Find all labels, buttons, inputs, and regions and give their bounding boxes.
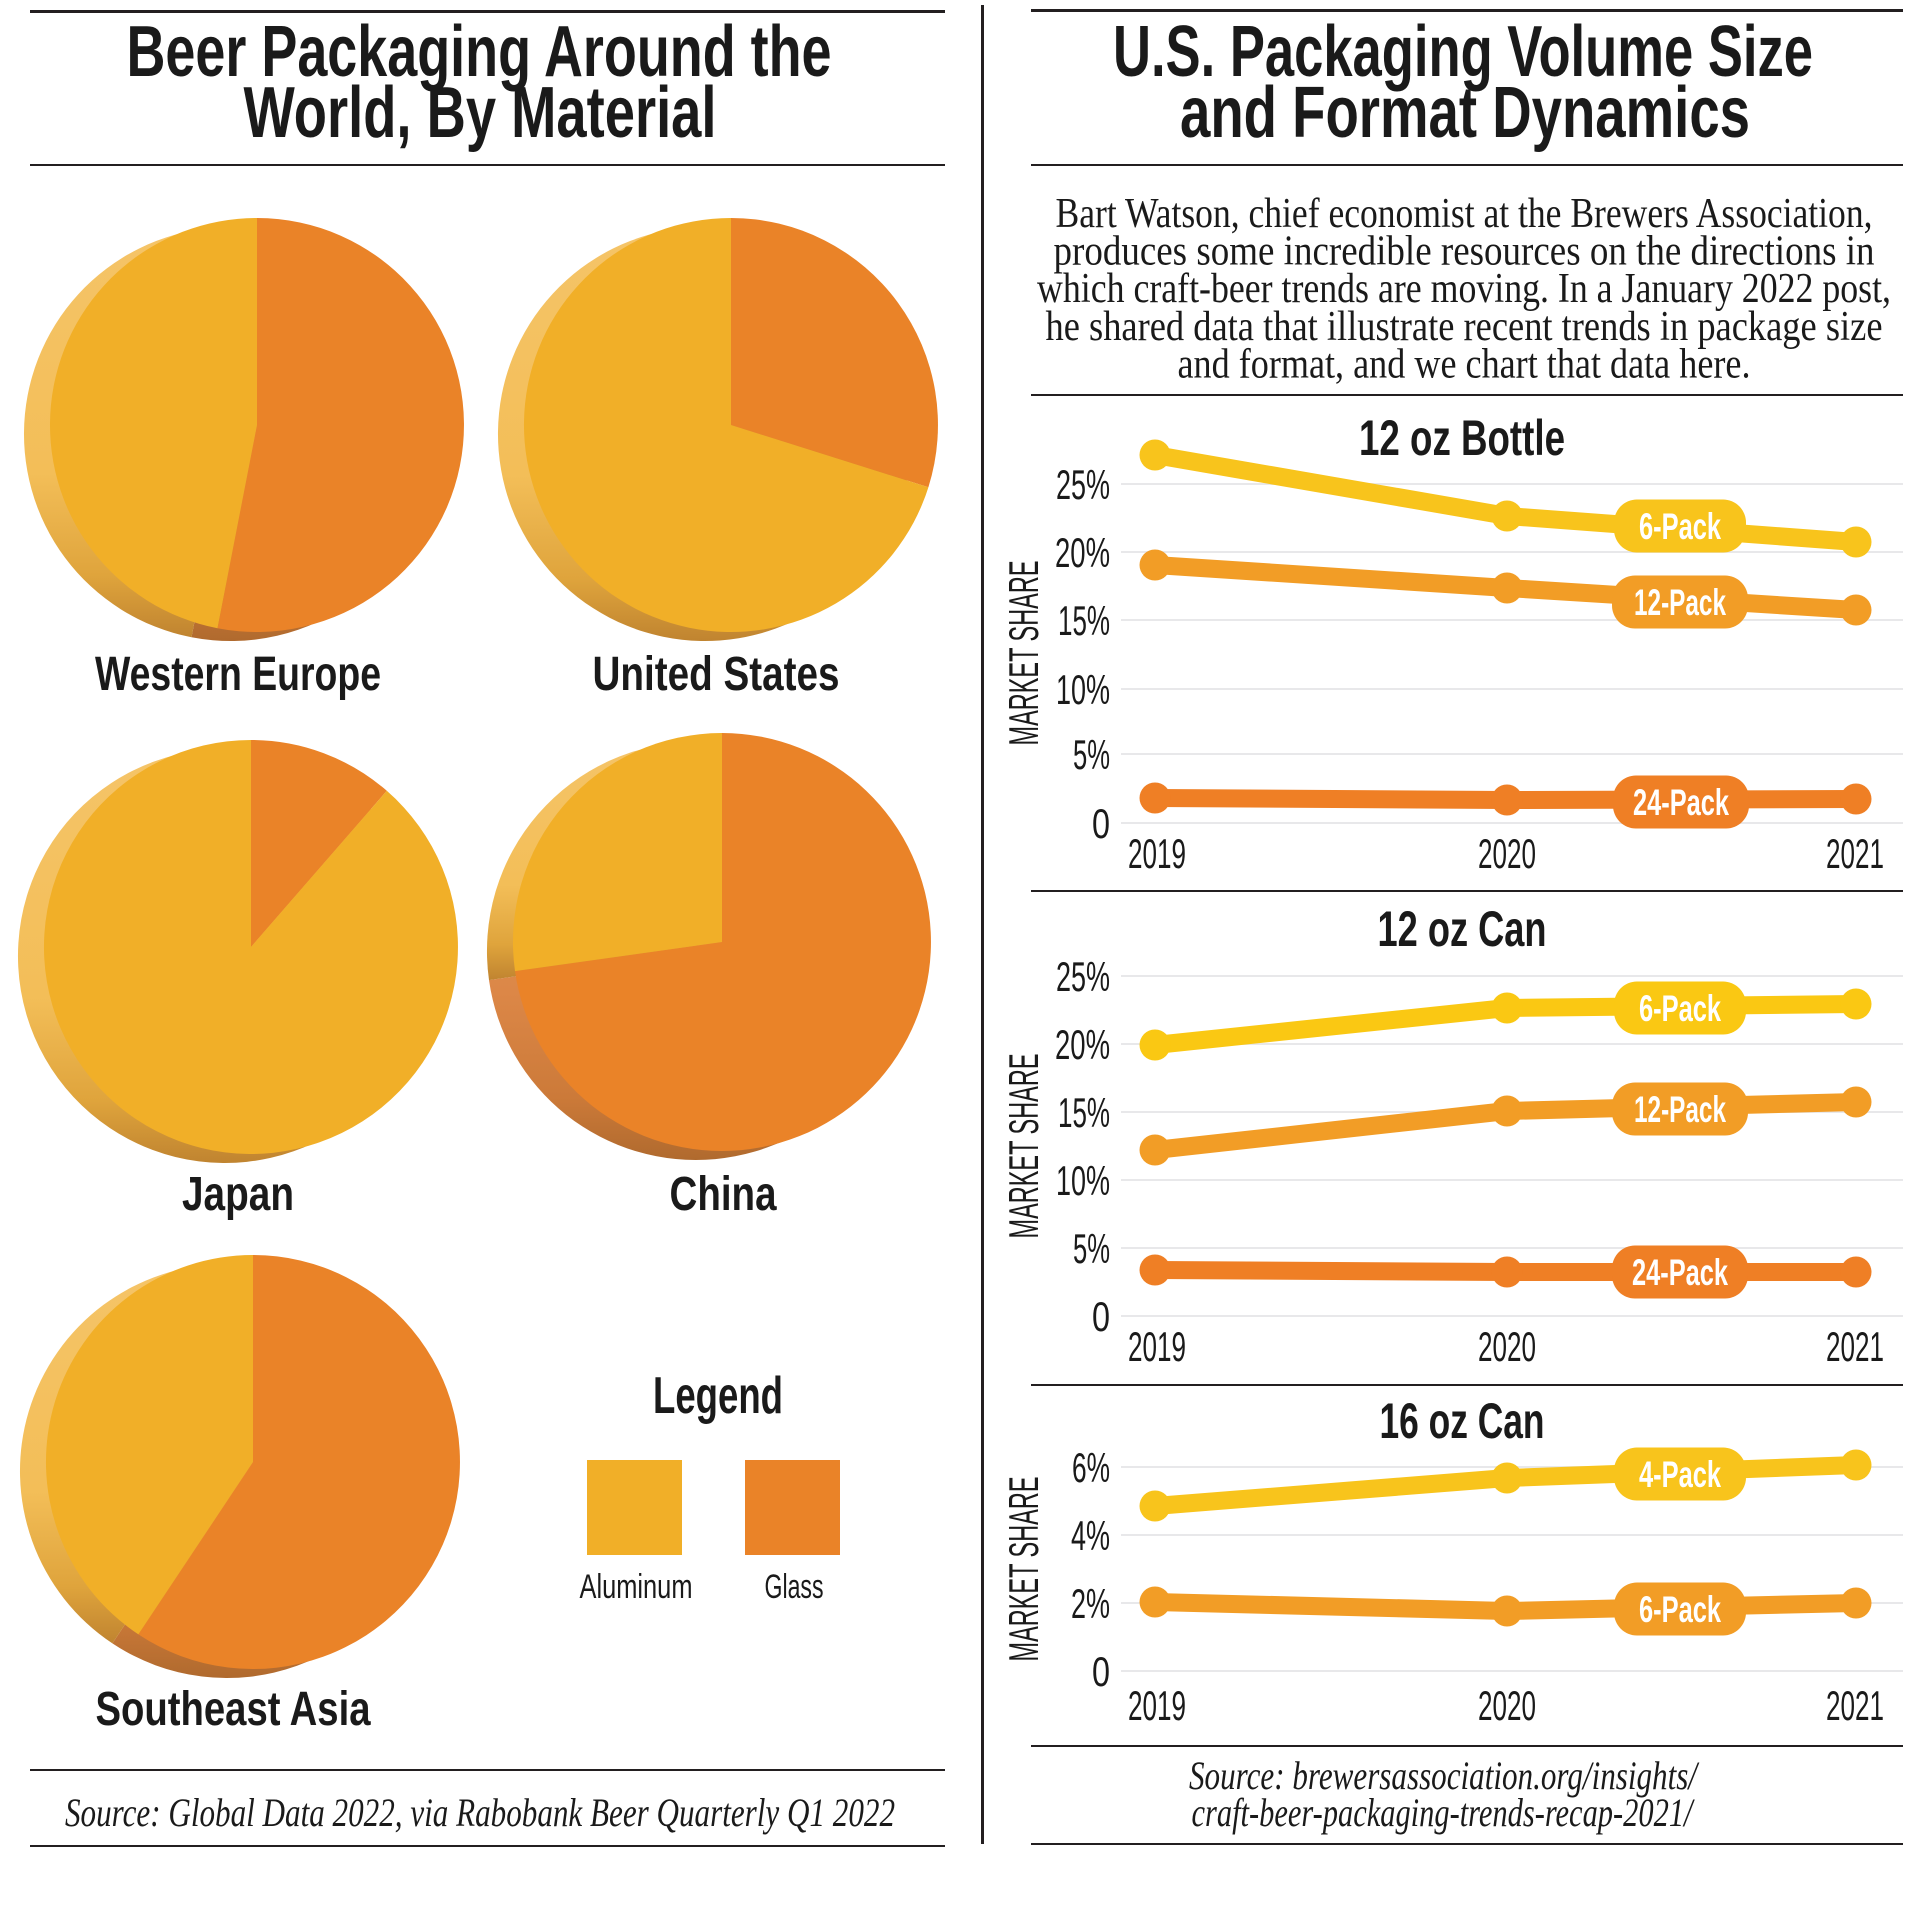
svg-text:Japan: Japan bbox=[182, 1168, 294, 1221]
svg-text:4-Pack: 4-Pack bbox=[1639, 1454, 1721, 1495]
svg-text:China: China bbox=[670, 1168, 777, 1221]
svg-text:10%: 10% bbox=[1056, 1157, 1110, 1204]
svg-text:United States: United States bbox=[593, 648, 840, 701]
svg-text:24-Pack: 24-Pack bbox=[1633, 782, 1729, 823]
svg-text:and format, and we chart that: and format, and we chart that data here. bbox=[1178, 342, 1751, 388]
svg-text:6%: 6% bbox=[1072, 1444, 1110, 1491]
svg-text:Western Europe: Western Europe bbox=[95, 648, 381, 701]
svg-text:MARKET SHARE: MARKET SHARE bbox=[1000, 561, 1047, 746]
svg-text:Southeast Asia: Southeast Asia bbox=[96, 1683, 371, 1736]
svg-text:MARKET SHARE: MARKET SHARE bbox=[1000, 1477, 1047, 1662]
svg-text:2020: 2020 bbox=[1478, 1323, 1536, 1370]
svg-text:and Format Dynamics: and Format Dynamics bbox=[1180, 73, 1750, 153]
svg-text:15%: 15% bbox=[1058, 1089, 1110, 1136]
svg-text:2020: 2020 bbox=[1478, 830, 1536, 877]
svg-text:Aluminum: Aluminum bbox=[580, 1568, 693, 1606]
svg-text:craft-beer-packaging-trends-re: craft-beer-packaging-trends-recap-2021/ bbox=[1192, 1790, 1696, 1835]
svg-text:25%: 25% bbox=[1056, 461, 1110, 508]
svg-text:Beer Packaging Around the: Beer Packaging Around the bbox=[127, 12, 832, 92]
svg-text:6-Pack: 6-Pack bbox=[1639, 1589, 1721, 1630]
svg-text:4%: 4% bbox=[1071, 1512, 1110, 1559]
svg-text:6-Pack: 6-Pack bbox=[1639, 506, 1721, 547]
svg-text:5%: 5% bbox=[1073, 1225, 1110, 1272]
svg-text:MARKET SHARE: MARKET SHARE bbox=[1000, 1054, 1047, 1239]
svg-text:2019: 2019 bbox=[1128, 1323, 1186, 1370]
svg-text:produces some incredible resou: produces some incredible resources on th… bbox=[1054, 229, 1875, 275]
svg-text:2019: 2019 bbox=[1128, 1682, 1186, 1729]
svg-text:0: 0 bbox=[1092, 1293, 1110, 1340]
svg-text:2019: 2019 bbox=[1128, 830, 1186, 877]
svg-text:2021: 2021 bbox=[1826, 1323, 1884, 1370]
svg-text:5%: 5% bbox=[1073, 731, 1110, 778]
svg-text:World, By Material: World, By Material bbox=[244, 73, 717, 153]
svg-text:Source: Global Data 2022, via: Source: Global Data 2022, via Rabobank B… bbox=[65, 1790, 895, 1835]
svg-text:10%: 10% bbox=[1056, 666, 1110, 713]
svg-text:2021: 2021 bbox=[1826, 1682, 1884, 1729]
svg-text:12-Pack: 12-Pack bbox=[1634, 1089, 1726, 1130]
svg-text:U.S. Packaging Volume Size: U.S. Packaging Volume Size bbox=[1113, 12, 1813, 92]
svg-text:12-Pack: 12-Pack bbox=[1634, 582, 1726, 623]
svg-text:Glass: Glass bbox=[765, 1568, 824, 1606]
svg-text:24-Pack: 24-Pack bbox=[1632, 1252, 1728, 1293]
svg-text:6-Pack: 6-Pack bbox=[1639, 988, 1721, 1029]
svg-text:Legend: Legend bbox=[653, 1367, 783, 1425]
svg-text:2020: 2020 bbox=[1478, 1682, 1536, 1729]
svg-text:2%: 2% bbox=[1071, 1580, 1110, 1627]
svg-text:Bart Watson, chief economist a: Bart Watson, chief economist at the Brew… bbox=[1056, 191, 1873, 237]
svg-text:16 oz Can: 16 oz Can bbox=[1380, 1393, 1545, 1449]
svg-text:25%: 25% bbox=[1056, 953, 1110, 1000]
svg-text:20%: 20% bbox=[1055, 1021, 1110, 1068]
svg-text:2021: 2021 bbox=[1826, 830, 1884, 877]
svg-text:15%: 15% bbox=[1058, 597, 1110, 644]
svg-text:12 oz Can: 12 oz Can bbox=[1378, 901, 1547, 957]
svg-text:12 oz Bottle: 12 oz Bottle bbox=[1359, 410, 1565, 466]
svg-text:which craft-beer trends are mo: which craft-beer trends are moving. In a… bbox=[1037, 266, 1891, 312]
svg-text:20%: 20% bbox=[1055, 529, 1110, 576]
svg-text:0: 0 bbox=[1092, 1648, 1110, 1695]
svg-text:he shared data that illustrate: he shared data that illustrate recent tr… bbox=[1046, 304, 1883, 350]
svg-text:Source: brewersassociation.org: Source: brewersassociation.org/insights/ bbox=[1189, 1753, 1700, 1798]
svg-text:0: 0 bbox=[1092, 800, 1110, 847]
